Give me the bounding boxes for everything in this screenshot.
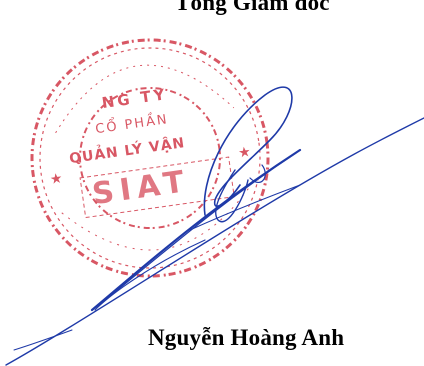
svg-text:★: ★ bbox=[237, 144, 252, 162]
svg-text:★: ★ bbox=[49, 170, 64, 188]
signer-title: Tổng Giám đốc bbox=[175, 0, 330, 15]
signer-name: Nguyễn Hoàng Anh bbox=[148, 325, 345, 350]
